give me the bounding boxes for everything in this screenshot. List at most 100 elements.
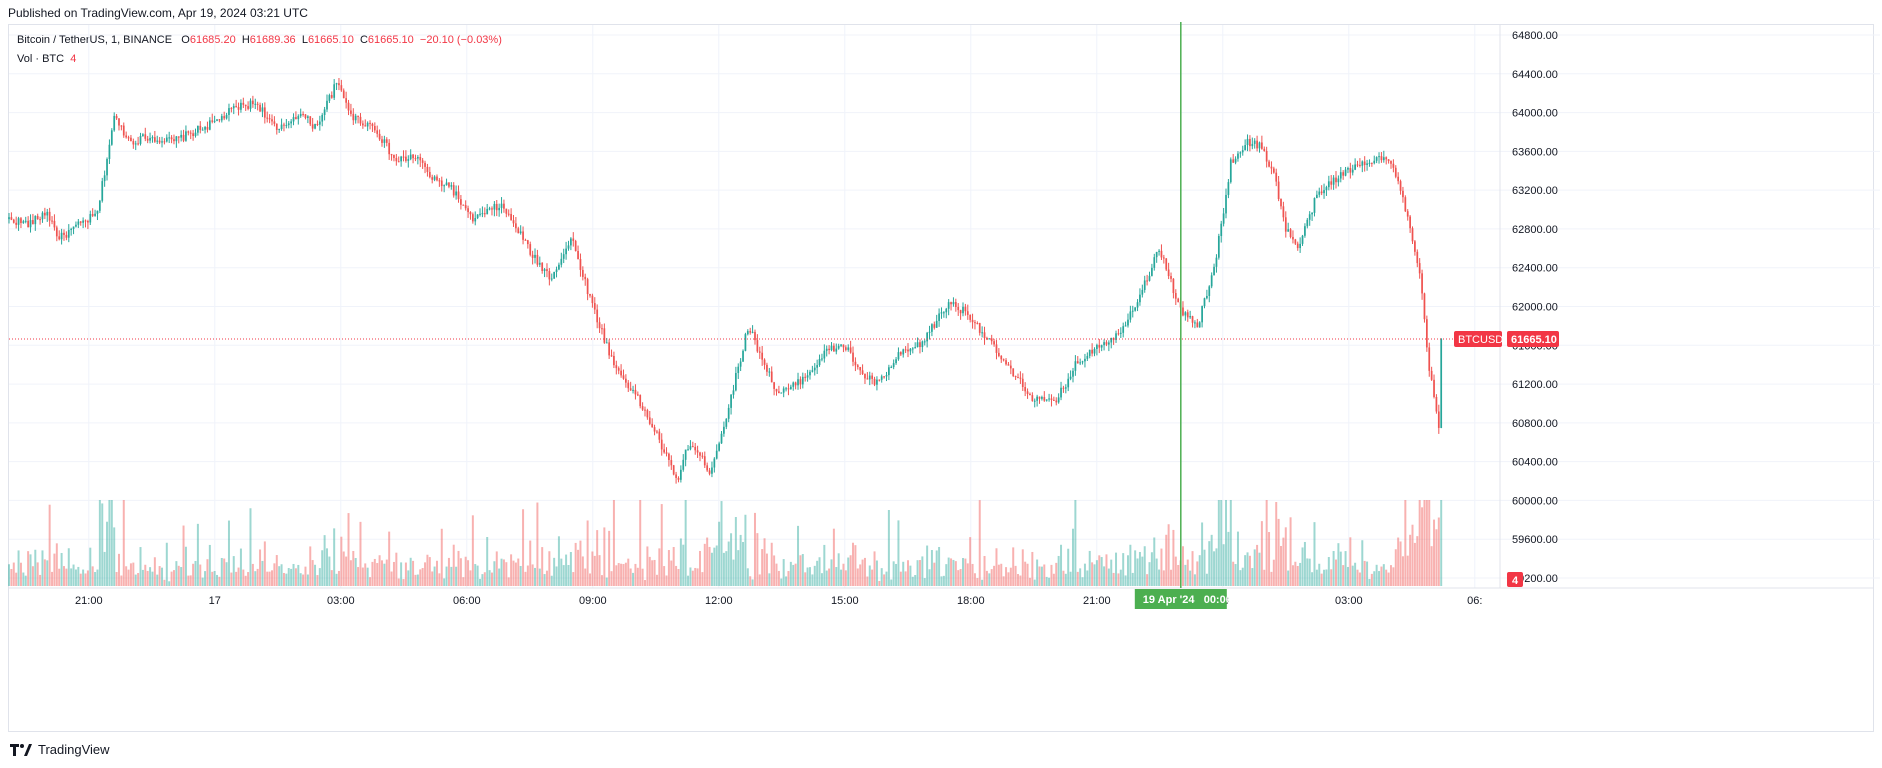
- volume-bar: [146, 570, 149, 586]
- candle-body: [1222, 213, 1225, 224]
- volume-bar: [1138, 551, 1141, 586]
- volume-bar: [187, 575, 190, 586]
- candle-body: [1017, 377, 1019, 379]
- candle-body: [770, 371, 773, 383]
- volume-bar: [292, 563, 295, 586]
- volume-bar: [390, 571, 393, 586]
- volume-bar: [632, 572, 635, 586]
- volume-bar: [1055, 562, 1058, 586]
- volume-bar: [36, 562, 39, 586]
- candle-body: [1100, 345, 1103, 348]
- volume-bar: [1172, 529, 1175, 586]
- candle-body: [577, 250, 579, 260]
- volume-bar: [1198, 555, 1201, 586]
- volume-bar: [651, 560, 654, 586]
- volume-bar: [314, 564, 317, 586]
- candle-body: [142, 134, 144, 136]
- price-tick-label: 64000.00: [1512, 108, 1558, 120]
- candle-body: [775, 388, 778, 392]
- volume-bar: [1284, 527, 1287, 586]
- price-tick-label: 64400.00: [1512, 69, 1558, 81]
- volume-bar: [74, 569, 77, 586]
- candle-body: [675, 474, 677, 478]
- candle-body: [1320, 191, 1323, 194]
- volume-bar: [708, 546, 711, 586]
- volume-bar: [1095, 560, 1098, 586]
- candle-body: [739, 361, 742, 367]
- candle-body: [1005, 360, 1007, 365]
- volume-bar: [235, 571, 238, 586]
- volume-bar: [1067, 548, 1070, 586]
- volume-bar: [1021, 549, 1024, 586]
- volume-label[interactable]: Vol · BTC: [17, 53, 65, 65]
- candle-body: [907, 349, 909, 352]
- volume-bar: [297, 564, 300, 586]
- volume-bar: [1301, 547, 1304, 586]
- volume-bar: [543, 574, 546, 586]
- candle-body: [677, 477, 680, 480]
- close-value: 61665.10: [367, 34, 414, 46]
- tradingview-brand[interactable]: TradingView: [10, 742, 110, 757]
- volume-bar: [806, 567, 809, 586]
- volume-bar: [342, 551, 345, 586]
- low-label: L: [301, 34, 308, 46]
- candle-body: [1428, 347, 1431, 371]
- volume-bar: [1050, 564, 1053, 586]
- candle-body: [206, 127, 209, 130]
- volume-bar: [55, 543, 58, 586]
- candle-body: [701, 455, 704, 457]
- volume-bar: [72, 564, 75, 586]
- candle-body: [1301, 235, 1304, 244]
- volume-bar: [660, 504, 663, 586]
- candle-body: [1182, 307, 1184, 316]
- candle-body: [560, 258, 563, 265]
- candle-body: [646, 410, 649, 418]
- volume-bar: [804, 572, 807, 586]
- volume-bar: [161, 567, 164, 586]
- candle-body: [194, 132, 197, 137]
- volume-bar: [868, 565, 871, 586]
- volume-bar: [567, 565, 570, 586]
- volume-bar: [1311, 572, 1314, 586]
- volume-bar: [364, 563, 367, 586]
- volume-bar: [259, 549, 262, 586]
- time-axis[interactable]: 21:00 17 03:00 06:00 09:00 12:00 15:00 18:00 21:…: [75, 595, 1482, 607]
- candle-body: [780, 392, 783, 394]
- volume-bar: [156, 574, 159, 586]
- candlestick-chart[interactable]: 59200.00 59600.00 60000.00 60400.00 60800.00…: [0, 0, 1882, 740]
- candle-body: [488, 208, 491, 210]
- candle-body: [964, 306, 967, 312]
- candle-body: [249, 100, 252, 109]
- candle-body: [670, 459, 673, 466]
- volume-bar: [1019, 575, 1022, 586]
- candle-body: [1339, 172, 1342, 179]
- volume-bar: [981, 579, 984, 586]
- candle-body: [711, 467, 713, 474]
- candle-body: [572, 238, 575, 242]
- candle-body: [283, 124, 285, 126]
- volume-bar: [1134, 550, 1137, 586]
- candle-body: [144, 134, 147, 139]
- candle-body: [211, 120, 214, 122]
- volume-bar: [10, 568, 13, 586]
- volume-bar: [1155, 558, 1158, 586]
- candle-body: [98, 200, 101, 211]
- candle-body: [1134, 307, 1137, 311]
- volume-bar: [560, 558, 563, 586]
- volume-bar: [1289, 517, 1292, 586]
- price-axis[interactable]: 59200.00 59600.00 60000.00 60400.00 60800.00…: [1512, 30, 1558, 585]
- volume-bar: [620, 563, 623, 586]
- volume-bar: [644, 580, 646, 586]
- volume-axis-tag: 4: [1507, 572, 1523, 587]
- candle-body: [1229, 159, 1232, 183]
- volume-bar: [1287, 570, 1290, 586]
- crosshair-label-text: 19 Apr '24 00:00: [1143, 594, 1232, 606]
- candle-body: [101, 181, 104, 201]
- volume-bar: [1170, 569, 1173, 586]
- candle-body: [546, 269, 548, 272]
- volume-bar: [462, 577, 465, 586]
- candle-body: [974, 322, 976, 324]
- candle-body: [328, 95, 331, 101]
- symbol-title[interactable]: Bitcoin / TetherUS, 1, BINANCE: [17, 34, 173, 46]
- volume-bar: [86, 570, 89, 586]
